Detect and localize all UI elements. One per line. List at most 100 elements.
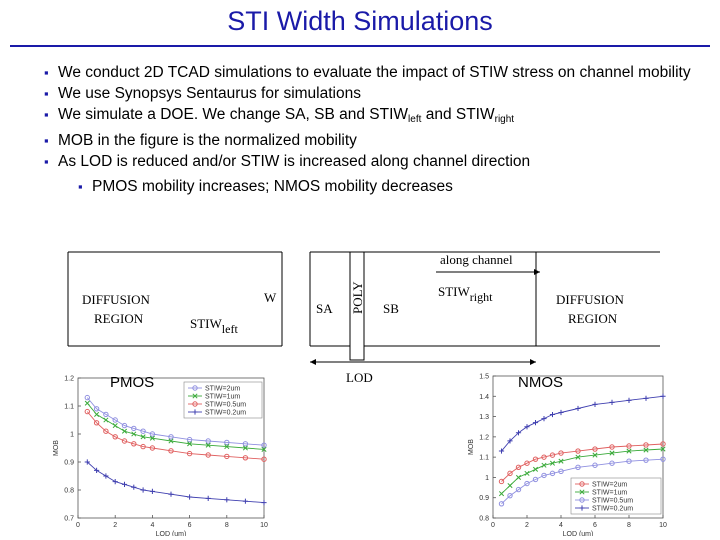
data-point: [93, 406, 100, 412]
w-label: W: [264, 290, 277, 305]
sb-label: SB: [383, 301, 399, 316]
data-point: [168, 434, 174, 440]
y-tick-label: 1: [485, 475, 489, 482]
data-point: [94, 467, 100, 473]
legend-label: STIW=0.5um: [592, 498, 633, 505]
data-point: [541, 472, 547, 479]
x-tick-label: 8: [225, 522, 229, 529]
data-point: [149, 488, 155, 494]
data-point: [643, 395, 649, 401]
slide-title: STI Width Simulations: [227, 6, 493, 36]
data-point: [224, 453, 230, 460]
data-point: [579, 497, 585, 503]
data-point: [94, 411, 100, 417]
series-line: [86, 461, 265, 504]
series-line: [501, 448, 664, 495]
bullet-text: and STIW: [421, 106, 495, 123]
data-point: [84, 400, 90, 406]
legend-label: STIW=2um: [592, 482, 627, 489]
data-point: [609, 460, 615, 466]
stiw-left-label: STIWleft: [190, 316, 238, 336]
data-point: [575, 405, 581, 412]
data-point: [103, 428, 109, 434]
nmos-tag: NMOS: [518, 374, 563, 391]
data-point: [93, 420, 100, 426]
data-point: [660, 456, 666, 462]
data-point: [524, 424, 530, 430]
data-point: [626, 443, 632, 449]
data-point: [261, 500, 267, 506]
legend-label: STIW=1um: [592, 490, 627, 497]
data-point: [558, 468, 564, 475]
data-point: [112, 423, 118, 429]
x-tick-label: 4: [150, 522, 154, 529]
data-point: [626, 397, 632, 403]
data-point: [242, 441, 249, 447]
data-point: [515, 486, 522, 493]
left-region-label: REGION: [94, 311, 144, 326]
bullet-text: We use Synopsys Sentaurus for simulation…: [58, 85, 361, 102]
data-point: [558, 458, 564, 464]
data-point: [186, 450, 193, 457]
x-tick-label: 2: [113, 522, 117, 529]
data-point: [643, 447, 649, 453]
data-point: [660, 446, 666, 452]
bullet-text: PMOS mobility increases; NMOS mobility d…: [92, 178, 453, 195]
bullet-list: We conduct 2D TCAD simulations to evalua…: [44, 62, 706, 197]
data-point: [84, 408, 90, 415]
data-point: [140, 487, 146, 493]
data-point: [549, 452, 556, 458]
bullet-item: We conduct 2D TCAD simulations to evalua…: [44, 62, 706, 83]
data-point: [205, 452, 211, 458]
legend-label: STIW=0.5um: [205, 402, 246, 409]
lod-arrow-right: [530, 359, 536, 365]
data-point: [507, 492, 513, 499]
data-point: [242, 445, 248, 451]
lod-arrow-left: [310, 359, 316, 365]
data-point: [579, 489, 585, 495]
y-tick-label: 1.1: [479, 455, 489, 462]
y-tick-label: 1.5: [479, 374, 489, 381]
y-tick-label: 1.1: [64, 404, 74, 411]
data-point: [541, 416, 547, 422]
data-point: [575, 454, 581, 460]
data-point: [524, 480, 530, 487]
x-tick-label: 8: [627, 522, 631, 529]
data-point: [558, 409, 564, 416]
pmos-tag: PMOS: [110, 374, 155, 391]
x-tick-label: 6: [188, 522, 192, 529]
data-point: [149, 431, 156, 437]
data-point: [515, 464, 522, 470]
data-point: [524, 460, 530, 466]
right-region-label: REGION: [568, 311, 618, 326]
data-point: [626, 458, 632, 464]
data-point: [131, 425, 137, 432]
bullet-item: We use Synopsys Sentaurus for simulation…: [44, 83, 706, 104]
data-point: [643, 442, 649, 448]
data-point: [575, 464, 581, 470]
data-point: [131, 441, 137, 447]
data-point: [149, 445, 156, 451]
data-point: [592, 401, 598, 407]
data-point: [242, 455, 249, 461]
data-point: [498, 501, 505, 507]
sa-label: SA: [316, 301, 333, 316]
bullet-item: As LOD is reduced and/or STIW is increas…: [44, 151, 706, 172]
data-point: [140, 443, 146, 450]
data-point: [192, 409, 198, 415]
data-point: [224, 497, 230, 503]
y-tick-label: 0.8: [479, 516, 489, 523]
x-tick-label: 0: [491, 522, 495, 529]
y-tick-label: 1.4: [479, 394, 489, 401]
data-point: [103, 473, 109, 479]
data-point: [192, 393, 198, 399]
data-point: [643, 457, 649, 463]
bullet-subscript: left: [408, 114, 422, 125]
data-point: [592, 462, 598, 468]
lod-label: LOD: [346, 370, 373, 385]
data-point: [549, 411, 556, 418]
data-point: [507, 470, 513, 477]
data-point: [187, 441, 193, 447]
along-channel-arrowhead: [534, 269, 540, 275]
data-point: [498, 478, 505, 485]
